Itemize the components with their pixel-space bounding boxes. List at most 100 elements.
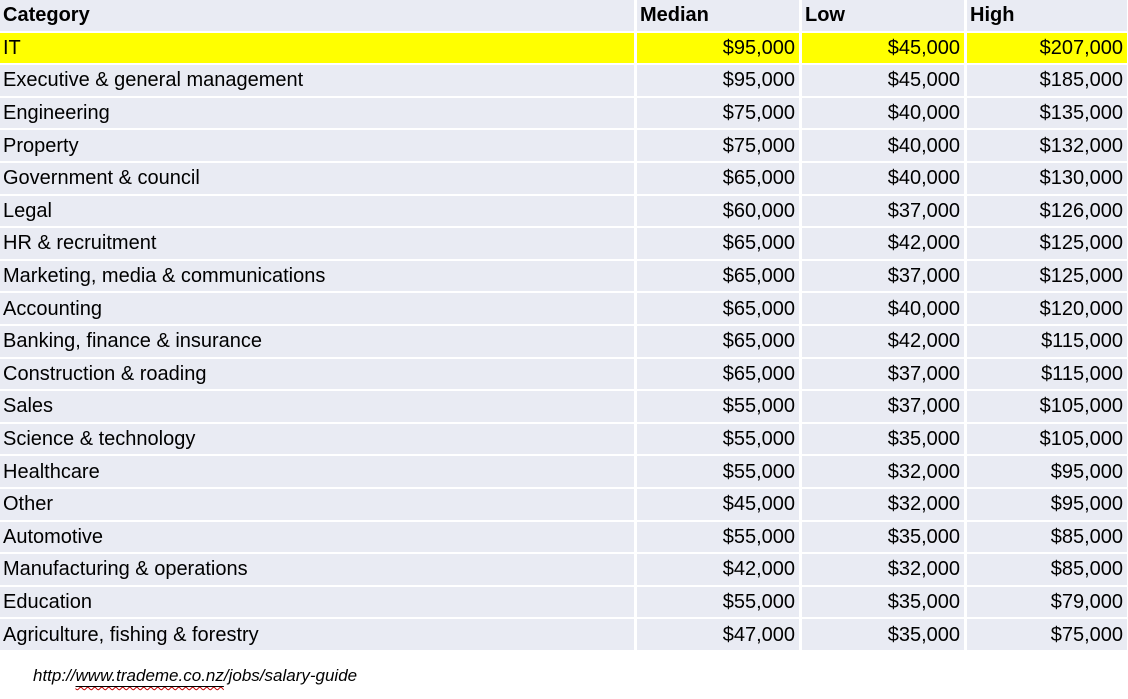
table-row: Banking, finance & insurance $65,000 $42… bbox=[0, 325, 1127, 357]
category-cell: Construction & roading bbox=[0, 358, 634, 390]
low-cell: $40,000 bbox=[802, 130, 964, 161]
table-row: Legal $60,000 $37,000 $126,000 bbox=[0, 195, 1127, 227]
low-cell: $32,000 bbox=[802, 554, 964, 585]
high-cell: $85,000 bbox=[967, 554, 1127, 585]
low-cell: $42,000 bbox=[802, 228, 964, 259]
column-header-median: Median bbox=[637, 0, 799, 31]
median-cell: $75,000 bbox=[637, 97, 799, 129]
category-cell: Accounting bbox=[0, 293, 634, 324]
median-cell: $60,000 bbox=[637, 195, 799, 227]
median-cell: $42,000 bbox=[637, 554, 799, 585]
median-cell: $47,000 bbox=[637, 619, 799, 650]
high-cell: $95,000 bbox=[967, 456, 1127, 487]
table-row: Manufacturing & operations $42,000 $32,0… bbox=[0, 554, 1127, 585]
table-row: Agriculture, fishing & forestry $47,000 … bbox=[0, 619, 1127, 650]
median-cell: $65,000 bbox=[637, 358, 799, 390]
high-cell: $85,000 bbox=[967, 521, 1127, 553]
high-cell: $75,000 bbox=[967, 619, 1127, 650]
median-cell: $65,000 bbox=[637, 260, 799, 292]
low-cell: $37,000 bbox=[802, 391, 964, 422]
column-header-high: High bbox=[967, 0, 1127, 31]
median-cell: $65,000 bbox=[637, 228, 799, 259]
low-cell: $42,000 bbox=[802, 325, 964, 357]
table-row: Other $45,000 $32,000 $95,000 bbox=[0, 488, 1127, 520]
table-row: Property $75,000 $40,000 $132,000 bbox=[0, 130, 1127, 161]
high-cell: $120,000 bbox=[967, 293, 1127, 324]
category-cell: Other bbox=[0, 488, 634, 520]
category-cell: Engineering bbox=[0, 97, 634, 129]
median-cell: $55,000 bbox=[637, 391, 799, 422]
header-row: Category Median Low High bbox=[0, 0, 1127, 31]
high-cell: $95,000 bbox=[967, 488, 1127, 520]
table-row: Engineering $75,000 $40,000 $135,000 bbox=[0, 97, 1127, 129]
high-cell: $130,000 bbox=[967, 162, 1127, 194]
high-cell: $125,000 bbox=[967, 228, 1127, 259]
low-cell: $40,000 bbox=[802, 293, 964, 324]
table-row: Sales $55,000 $37,000 $105,000 bbox=[0, 391, 1127, 422]
high-cell: $207,000 bbox=[967, 32, 1127, 64]
column-header-low: Low bbox=[802, 0, 964, 31]
median-cell: $65,000 bbox=[637, 325, 799, 357]
table-row: Marketing, media & communications $65,00… bbox=[0, 260, 1127, 292]
category-cell: Property bbox=[0, 130, 634, 161]
source-url-suffix: /jobs/salary-guide bbox=[223, 665, 358, 685]
category-cell: Automotive bbox=[0, 521, 634, 553]
median-cell: $75,000 bbox=[637, 130, 799, 161]
source-url: http://www.trademe.co.nz/jobs/salary-gui… bbox=[33, 666, 1128, 686]
median-cell: $55,000 bbox=[637, 521, 799, 553]
high-cell: $115,000 bbox=[967, 358, 1127, 390]
table-row: IT $95,000 $45,000 $207,000 bbox=[0, 32, 1127, 64]
high-cell: $115,000 bbox=[967, 325, 1127, 357]
table-row: Automotive $55,000 $35,000 $85,000 bbox=[0, 521, 1127, 553]
low-cell: $35,000 bbox=[802, 521, 964, 553]
table-row: Government & council $65,000 $40,000 $13… bbox=[0, 162, 1127, 194]
high-cell: $132,000 bbox=[967, 130, 1127, 161]
category-cell: Executive & general management bbox=[0, 65, 634, 96]
source-url-link[interactable]: www.trademe.co.nz bbox=[75, 665, 224, 685]
median-cell: $65,000 bbox=[637, 293, 799, 324]
median-cell: $55,000 bbox=[637, 423, 799, 455]
high-cell: $185,000 bbox=[967, 65, 1127, 96]
category-cell: Science & technology bbox=[0, 423, 634, 455]
low-cell: $35,000 bbox=[802, 586, 964, 618]
category-cell: Sales bbox=[0, 391, 634, 422]
table-row: Construction & roading $65,000 $37,000 $… bbox=[0, 358, 1127, 390]
category-cell: Education bbox=[0, 586, 634, 618]
category-cell: Government & council bbox=[0, 162, 634, 194]
salary-table: Category Median Low High IT $95,000 $45,… bbox=[0, 0, 1127, 650]
median-cell: $65,000 bbox=[637, 162, 799, 194]
low-cell: $37,000 bbox=[802, 260, 964, 292]
high-cell: $105,000 bbox=[967, 423, 1127, 455]
median-cell: $95,000 bbox=[637, 65, 799, 96]
table-row: Accounting $65,000 $40,000 $120,000 bbox=[0, 293, 1127, 324]
high-cell: $125,000 bbox=[967, 260, 1127, 292]
low-cell: $32,000 bbox=[802, 488, 964, 520]
category-cell: Banking, finance & insurance bbox=[0, 325, 634, 357]
table-row: Healthcare $55,000 $32,000 $95,000 bbox=[0, 456, 1127, 487]
low-cell: $40,000 bbox=[802, 162, 964, 194]
table-row: Science & technology $55,000 $35,000 $10… bbox=[0, 423, 1127, 455]
high-cell: $79,000 bbox=[967, 586, 1127, 618]
high-cell: $105,000 bbox=[967, 391, 1127, 422]
low-cell: $45,000 bbox=[802, 32, 964, 64]
table-row: Executive & general management $95,000 $… bbox=[0, 65, 1127, 96]
category-cell: Manufacturing & operations bbox=[0, 554, 634, 585]
low-cell: $32,000 bbox=[802, 456, 964, 487]
low-cell: $37,000 bbox=[802, 195, 964, 227]
category-cell: Legal bbox=[0, 195, 634, 227]
source-url-spellcheck: www.trademe.co.nz bbox=[76, 666, 224, 685]
median-cell: $45,000 bbox=[637, 488, 799, 520]
source-url-prefix: http:// bbox=[33, 665, 76, 685]
low-cell: $35,000 bbox=[802, 423, 964, 455]
table-row: HR & recruitment $65,000 $42,000 $125,00… bbox=[0, 228, 1127, 259]
median-cell: $55,000 bbox=[637, 586, 799, 618]
median-cell: $95,000 bbox=[637, 32, 799, 64]
low-cell: $35,000 bbox=[802, 619, 964, 650]
category-cell: Marketing, media & communications bbox=[0, 260, 634, 292]
high-cell: $126,000 bbox=[967, 195, 1127, 227]
low-cell: $45,000 bbox=[802, 65, 964, 96]
low-cell: $40,000 bbox=[802, 97, 964, 129]
low-cell: $37,000 bbox=[802, 358, 964, 390]
column-header-category: Category bbox=[0, 0, 634, 31]
